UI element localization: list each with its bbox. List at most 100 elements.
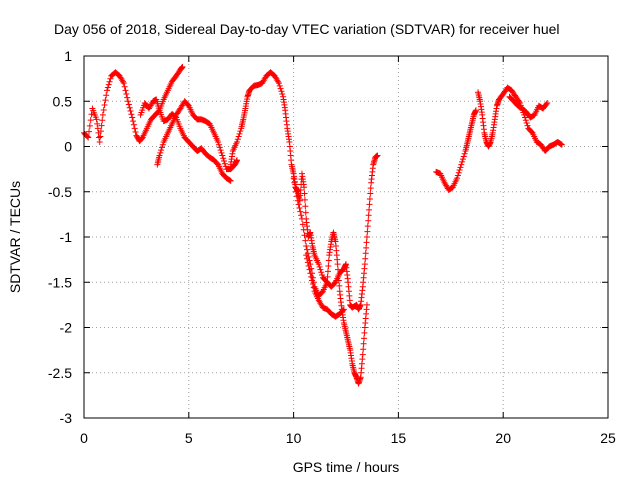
data-point bbox=[459, 156, 466, 163]
data-point bbox=[86, 128, 93, 135]
data-point bbox=[96, 138, 103, 145]
data-point bbox=[364, 223, 371, 230]
data-point bbox=[374, 152, 381, 159]
data-point bbox=[215, 141, 222, 148]
data-point bbox=[104, 87, 111, 94]
data-point bbox=[522, 117, 529, 124]
y-tick-label: 0 bbox=[64, 139, 72, 155]
data-point bbox=[304, 255, 311, 262]
data-point bbox=[120, 80, 127, 87]
data-point bbox=[316, 263, 323, 270]
x-tick-label: 10 bbox=[286, 430, 302, 446]
data-point bbox=[361, 335, 368, 342]
data-point bbox=[544, 100, 551, 107]
data-point bbox=[456, 167, 463, 174]
x-tick-label: 15 bbox=[391, 430, 407, 446]
data-point bbox=[216, 144, 223, 151]
y-tick-labels: -3 -2.5 -2 -1.5 -1 -0.5 0 0.5 1 bbox=[48, 48, 72, 426]
data-point bbox=[128, 111, 135, 118]
data-point bbox=[523, 119, 530, 126]
data-point bbox=[319, 272, 326, 279]
x-axis-label: GPS time / hours bbox=[293, 459, 400, 475]
x-tick-labels: 0 5 10 15 20 25 bbox=[80, 430, 616, 446]
data-point bbox=[303, 252, 310, 259]
data-point bbox=[276, 82, 283, 89]
data-point bbox=[139, 135, 146, 142]
data-point bbox=[88, 111, 95, 118]
data-point bbox=[304, 246, 311, 253]
data-marks bbox=[81, 63, 565, 387]
x-tick-label: 5 bbox=[185, 430, 193, 446]
data-point bbox=[558, 141, 565, 148]
data-point bbox=[158, 144, 165, 151]
data-point bbox=[226, 177, 233, 184]
data-point bbox=[156, 152, 163, 159]
data-point bbox=[367, 185, 374, 192]
data-point bbox=[309, 281, 316, 288]
data-point bbox=[521, 114, 528, 121]
data-point bbox=[131, 125, 138, 132]
y-tick-label: 1 bbox=[64, 48, 72, 64]
data-point bbox=[227, 177, 234, 184]
data-point bbox=[335, 272, 342, 279]
data-point bbox=[335, 266, 342, 273]
y-tick-label: -2.5 bbox=[48, 365, 72, 381]
data-point bbox=[179, 63, 186, 70]
data-point bbox=[129, 114, 136, 121]
data-point bbox=[130, 118, 137, 125]
data-point bbox=[124, 94, 131, 101]
data-point bbox=[127, 108, 134, 115]
data-point bbox=[366, 206, 373, 213]
data-point bbox=[458, 161, 465, 168]
data-point bbox=[310, 284, 317, 291]
data-point bbox=[460, 153, 467, 160]
data-point bbox=[367, 190, 374, 197]
data-point bbox=[86, 122, 93, 129]
data-point bbox=[220, 155, 227, 162]
data-point bbox=[324, 279, 331, 286]
data-point bbox=[472, 107, 479, 114]
data-point bbox=[459, 158, 466, 165]
data-point bbox=[363, 301, 370, 308]
data-point bbox=[234, 138, 241, 145]
data-point bbox=[308, 273, 315, 280]
data-point bbox=[558, 141, 565, 148]
y-tick-label: -0.5 bbox=[48, 184, 72, 200]
x-tick-label: 25 bbox=[600, 430, 616, 446]
data-point bbox=[99, 117, 106, 124]
data-point bbox=[335, 277, 342, 284]
data-point bbox=[158, 147, 165, 154]
data-point bbox=[305, 262, 312, 269]
data-point bbox=[362, 250, 369, 257]
data-point bbox=[361, 261, 368, 268]
data-point bbox=[290, 175, 297, 182]
data-point bbox=[106, 78, 113, 85]
data-point bbox=[360, 340, 367, 347]
data-point bbox=[325, 257, 332, 264]
chart-title: Day 056 of 2018, Sidereal Day-to-day VTE… bbox=[54, 21, 560, 37]
data-point bbox=[93, 116, 100, 123]
data-point bbox=[340, 306, 347, 313]
data-point bbox=[126, 104, 133, 111]
data-point bbox=[130, 121, 137, 128]
data-point bbox=[122, 87, 129, 94]
data-point bbox=[235, 133, 242, 140]
data-point bbox=[454, 172, 461, 179]
x-tick-label: 20 bbox=[495, 430, 511, 446]
data-point bbox=[454, 175, 461, 182]
data-point bbox=[303, 243, 310, 250]
y-tick-label: -1 bbox=[60, 229, 73, 245]
plot-frame bbox=[83, 55, 609, 419]
data-point bbox=[364, 228, 371, 235]
data-point bbox=[359, 351, 366, 358]
data-point bbox=[217, 147, 224, 154]
data-point bbox=[119, 78, 126, 85]
y-tick-label: 0.5 bbox=[53, 93, 73, 109]
data-point bbox=[324, 268, 331, 275]
y-axis-label: SDTVAR / TECUs bbox=[7, 181, 23, 293]
x-tick-label: 0 bbox=[80, 430, 88, 446]
data-point bbox=[105, 81, 112, 88]
data-point bbox=[300, 226, 307, 233]
data-point bbox=[457, 164, 464, 171]
